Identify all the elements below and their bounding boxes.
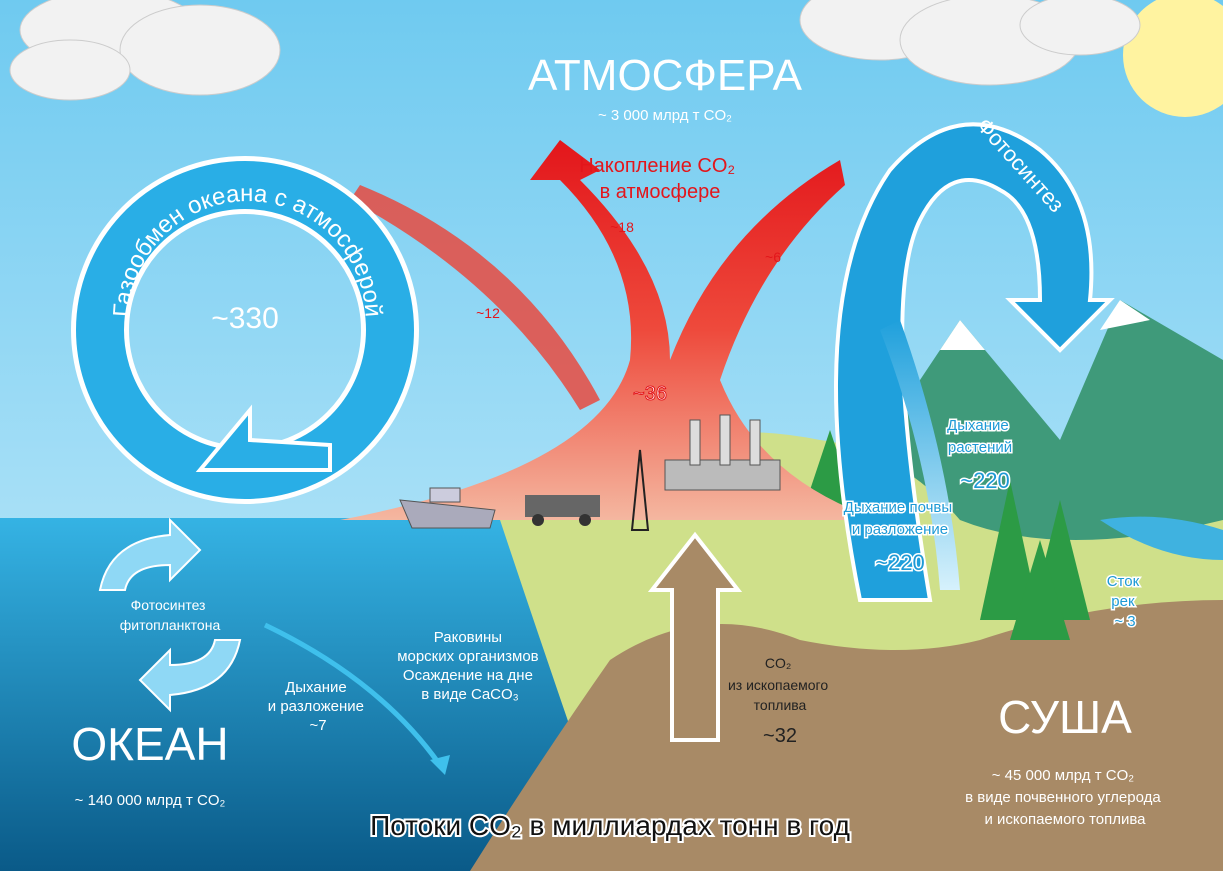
label-line: Сток [1107, 573, 1140, 590]
river-runoff-value: ~ 3 [1114, 613, 1135, 630]
label-line: Дыхание [947, 417, 1009, 434]
soil-respiration-value: ~220 [875, 550, 925, 575]
label-line: Фотосинтез [131, 597, 206, 613]
label-line: Накопление CO₂ [579, 155, 735, 177]
label-line: и разложение [852, 521, 948, 538]
label-line: Дыхание почвы [844, 499, 953, 516]
plant-respiration-value: ~220 [960, 468, 1010, 493]
label-line: ~ 45 000 млрд т CO₂ [992, 767, 1134, 784]
label-line: Дыхание [285, 679, 347, 696]
label-line: Раковины [434, 629, 502, 646]
label-line: Осаждение на дне [403, 667, 533, 684]
ocean-title: ОКЕАН [71, 718, 228, 770]
label-line: в атмосфере [600, 181, 721, 203]
ocean-respiration-value: ~7 [309, 717, 326, 734]
label-line: и разложение [268, 698, 364, 715]
label-line: CO₂ [765, 655, 791, 671]
fossil-value: ~32 [763, 725, 797, 747]
page: Газообмен океана с атмосферой ~330 Фотос… [0, 0, 1223, 871]
land-title: СУША [998, 691, 1132, 743]
land-amount: ~ 45 000 млрд т CO₂ в виде почвенного уг… [965, 767, 1165, 828]
ocean-emission-value: ~12 [476, 305, 500, 321]
human-emission-value: ~36 [633, 383, 667, 405]
label-line: и ископаемого топлива [984, 811, 1146, 828]
atmosphere-title: АТМОСФЕРА [528, 51, 803, 100]
label-line: в виде почвенного углерода [965, 789, 1161, 806]
caption: Потоки CO₂ в миллиардах тонн в год [370, 810, 850, 841]
label-line: рек [1111, 593, 1135, 610]
atmosphere-amount: ~ 3 000 млрд т CO₂ [598, 107, 732, 124]
ocean-exchange-value: ~330 [211, 302, 279, 335]
land-emission-value: ~6 [765, 249, 781, 265]
label-line: из ископаемого [728, 677, 828, 693]
label-line: топлива [754, 697, 807, 713]
label-line: морских организмов [397, 648, 538, 665]
label-line: в виде CaCO₃ [421, 686, 519, 703]
label-line: фитопланктона [120, 617, 221, 633]
diagram: Газообмен океана с атмосферой ~330 Фотос… [0, 0, 1223, 871]
accumulation-value: ~18 [610, 219, 634, 235]
ocean-amount: ~ 140 000 млрд т CO₂ [75, 792, 226, 809]
label-line: растений [948, 439, 1012, 456]
